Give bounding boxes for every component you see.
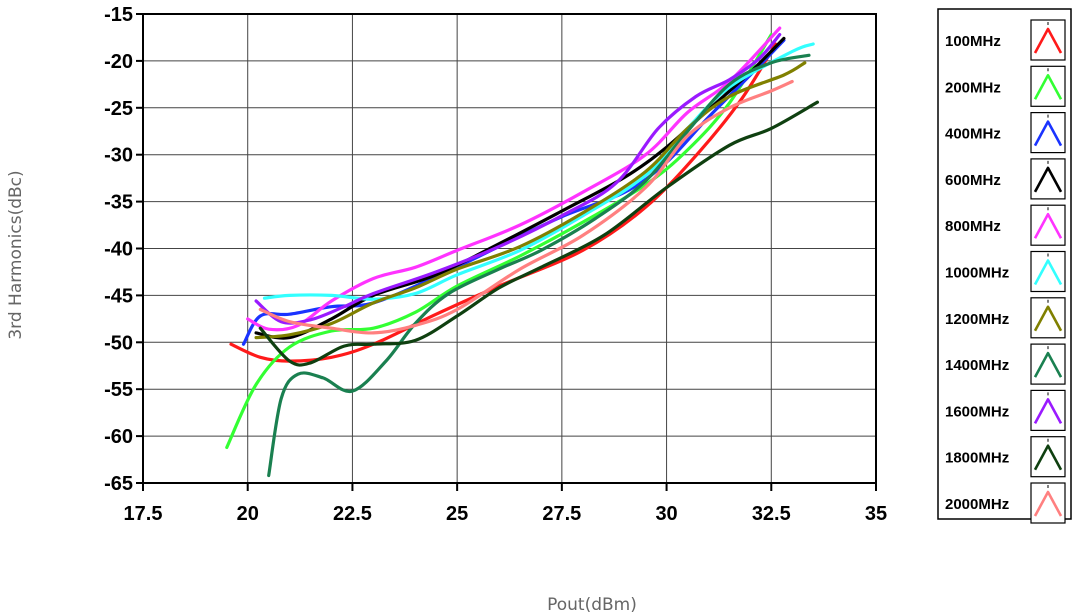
legend-swatch-frame: [1030, 436, 1066, 478]
legend-label: 100MHz: [945, 33, 1001, 50]
legend-swatch-frame: [1030, 297, 1066, 339]
legend-label: 2000MHz: [945, 496, 1009, 513]
legend-label: 1800MHz: [945, 450, 1009, 467]
x-tick-label: 25: [446, 503, 468, 525]
y-tick-label: -40: [104, 239, 133, 261]
legend-swatch-frame: [1030, 111, 1066, 154]
legend-swatch-frame: [1030, 19, 1066, 61]
series-line-2000mhz: [258, 79, 794, 335]
x-tick-label: 20: [237, 503, 259, 525]
legend-swatch-800mhz: [1033, 212, 1063, 239]
y-tick-label: -30: [104, 145, 133, 167]
legend-swatch-1600mhz: [1033, 398, 1063, 425]
y-tick-label: -55: [104, 379, 133, 401]
x-tick-label: 17.5: [124, 503, 163, 525]
legend-swatch-1200mhz: [1033, 305, 1063, 332]
legend-swatch-200mhz: [1033, 74, 1063, 100]
legend-label: 1600MHz: [945, 403, 1009, 420]
series-line-1400mhz: [267, 53, 811, 478]
y-tick-label: -35: [104, 192, 133, 214]
y-tick-label: -20: [104, 51, 133, 73]
series-line-1200mhz: [254, 61, 807, 340]
legend-swatch-frame: [1030, 204, 1066, 246]
y-axis-title: 3rd Harmonics(dBc): [6, 170, 26, 339]
legend-swatch-frame: [1030, 158, 1066, 200]
series-line-1600mhz: [254, 33, 782, 325]
legend-swatch-400mhz: [1033, 120, 1063, 147]
y-tick-label: -25: [104, 98, 133, 120]
y-axis-ticks: -15 -20 -25 -30 -35 -40 -45 -50 -55 -60 -65: [104, 4, 143, 495]
legend-swatch-1400mhz: [1033, 351, 1063, 378]
x-tick-label: 27.5: [542, 503, 581, 525]
legend: 100MHz 200MHz 400MHz 600MHz 800MHz 1000MHz 120…: [937, 8, 1072, 524]
legend-swatch-frame: [1030, 389, 1066, 431]
series-line-1800mhz: [258, 100, 819, 367]
series-line-1000mhz: [262, 42, 815, 301]
legend-swatch-100mhz: [1033, 27, 1063, 54]
x-axis-ticks: 17.5 20 22.5 25 27.5 30 32.5 35: [124, 483, 887, 525]
legend-label: 1400MHz: [945, 357, 1009, 374]
legend-swatch-frame: [1030, 250, 1066, 293]
x-axis-title: Pout(dBm): [547, 595, 637, 615]
y-tick-label: -60: [104, 426, 133, 448]
y-tick-label: -50: [104, 332, 133, 354]
legend-label: 1200MHz: [945, 311, 1009, 328]
legend-swatch-frame: [1030, 343, 1066, 385]
y-tick-label: -45: [104, 285, 133, 307]
series-line-400mhz: [241, 38, 786, 346]
legend-swatch-2000mhz: [1033, 490, 1063, 517]
x-tick-label: 32.5: [752, 503, 791, 525]
legend-swatch-1800mhz: [1033, 444, 1063, 471]
legend-label: 800MHz: [945, 218, 1001, 235]
x-tick-label: 22.5: [333, 503, 372, 525]
legend-swatch-frame: [1030, 482, 1066, 524]
y-tick-label: -15: [104, 4, 133, 26]
legend-swatch-1000mhz: [1033, 259, 1063, 286]
legend-swatch-600mhz: [1033, 166, 1063, 193]
legend-label: 1000MHz: [945, 265, 1009, 282]
legend-label: 600MHz: [945, 172, 1001, 189]
legend-label: 200MHz: [945, 79, 1001, 96]
legend-swatch-frame: [1030, 65, 1066, 107]
y-tick-label: -65: [104, 473, 133, 495]
x-tick-label: 35: [865, 503, 887, 525]
series-line-200mhz: [225, 33, 773, 449]
x-tick-label: 30: [655, 503, 677, 525]
grid: [143, 14, 876, 483]
series-line-600mhz: [254, 36, 786, 340]
legend-label: 400MHz: [945, 126, 1001, 143]
series-lines: [225, 26, 819, 478]
series-line-800mhz: [246, 26, 782, 332]
